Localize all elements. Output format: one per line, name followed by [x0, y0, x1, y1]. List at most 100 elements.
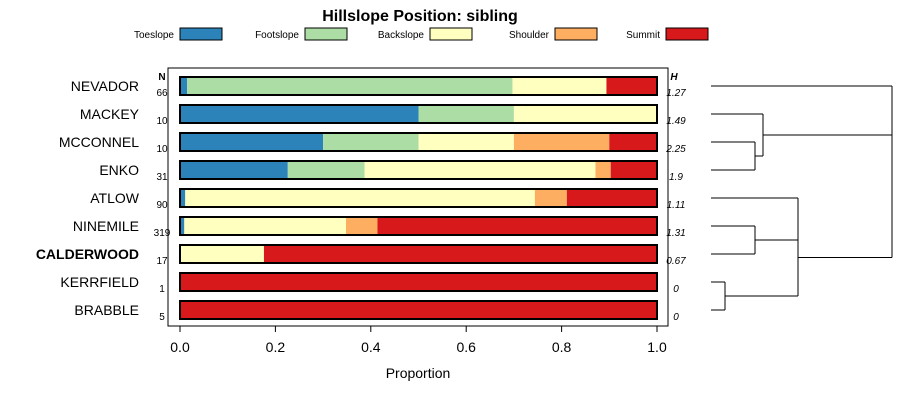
bar-outline — [179, 76, 658, 96]
row-label: BRABBLE — [74, 302, 139, 318]
bar-segment-summit — [180, 301, 657, 319]
bar-segment-summit — [180, 273, 657, 291]
legend-swatch-footslope — [304, 27, 348, 41]
x-tick-label: 0.2 — [266, 339, 286, 355]
h-value: 0 — [673, 312, 679, 323]
legend-swatch-backslope — [429, 27, 473, 41]
bar-segment-backslope — [185, 189, 535, 207]
bar-segment-footslope — [418, 105, 514, 123]
bar-outline — [179, 216, 658, 236]
row-label: NEVADOR — [71, 78, 139, 94]
dendrogram — [711, 85, 893, 311]
n-value: 319 — [154, 228, 171, 239]
bar-segment-backslope — [364, 161, 596, 179]
bar-segment-toeslope — [180, 105, 419, 123]
row-nevador: NEVADOR 66 1.27 — [71, 76, 686, 99]
row-label: NINEMILE — [73, 218, 139, 234]
bar-segment-toeslope — [180, 77, 188, 95]
legend-swatch-summit — [665, 27, 709, 41]
bar-segment-shoulder — [345, 217, 378, 235]
bar-segment-shoulder — [595, 161, 611, 179]
h-value: 1.49 — [666, 116, 686, 127]
n-value: 90 — [156, 200, 168, 211]
h-value: 1.11 — [667, 200, 686, 211]
bar-outline — [179, 160, 658, 180]
n-value: 5 — [159, 312, 165, 323]
bar-segment-toeslope — [180, 189, 186, 207]
bar-outline — [179, 104, 658, 124]
legend-label-summit: Summit — [626, 30, 660, 41]
row-brabble: BRABBLE 5 0 — [74, 300, 679, 323]
x-tick-label: 0.4 — [361, 339, 381, 355]
bar-segment-backslope — [513, 105, 657, 123]
row-kerrfield: KERRFIELD 1 0 — [60, 272, 679, 295]
x-tick-label: 0.6 — [456, 339, 476, 355]
n-value: 10 — [156, 116, 168, 127]
legend-swatch-shoulder — [554, 27, 598, 41]
bar-segment-summit — [566, 189, 657, 207]
x-axis: 0.0 0.2 0.4 0.6 0.8 1.0 — [170, 326, 667, 355]
bar-segment-toeslope — [180, 217, 185, 235]
n-value: 10 — [156, 144, 168, 155]
bar-segment-footslope — [323, 133, 419, 151]
bar-segment-shoulder — [513, 133, 610, 151]
n-value: 17 — [156, 256, 168, 267]
bar-segment-summit — [606, 77, 657, 95]
legend-label-backslope: Backslope — [378, 30, 425, 41]
row-label: MACKEY — [80, 106, 140, 122]
h-value: 1.31 — [666, 228, 685, 239]
n-value: 31 — [156, 172, 168, 183]
legend-label-toeslope: Toeslope — [134, 30, 174, 41]
bar-segment-backslope — [180, 245, 264, 263]
n-value: 66 — [156, 88, 168, 99]
row-label: CALDERWOOD — [36, 246, 139, 262]
bar-segment-summit — [377, 217, 657, 235]
x-tick-label: 0.0 — [170, 339, 190, 355]
bar-segment-backslope — [418, 133, 514, 151]
row-label: MCCONNEL — [59, 134, 139, 150]
bar-outline — [179, 272, 658, 292]
row-label: ENKO — [99, 162, 139, 178]
h-value: 0 — [673, 284, 679, 295]
bar-segment-toeslope — [180, 161, 288, 179]
n-value: 1 — [159, 284, 165, 295]
legend-label-shoulder: Shoulder — [509, 30, 550, 41]
h-value: 2.25 — [665, 144, 686, 155]
x-tick-label: 1.0 — [647, 339, 667, 355]
bar-segment-backslope — [512, 77, 607, 95]
bar-segment-summit — [263, 245, 657, 263]
chart-title: Hillslope Position: sibling — [322, 8, 518, 25]
row-label: ATLOW — [90, 190, 140, 206]
bar-outline — [179, 188, 658, 208]
h-column-header: H — [670, 72, 678, 83]
h-value: 0.67 — [666, 256, 686, 267]
row-enko: ENKO 31 1.9 — [99, 160, 683, 183]
bar-segment-footslope — [187, 77, 513, 95]
row-mcconnel: MCCONNEL 10 2.25 — [59, 132, 686, 155]
legend: Toeslope Footslope Backslope Shoulder Summit — [134, 27, 709, 41]
bar-segment-footslope — [287, 161, 365, 179]
row-label: KERRFIELD — [60, 274, 139, 290]
bar-segment-summit — [610, 161, 657, 179]
row-ninemile: NINEMILE 319 1.31 — [73, 216, 686, 239]
bar-segment-shoulder — [534, 189, 567, 207]
x-tick-label: 0.8 — [552, 339, 572, 355]
bar-outline — [179, 244, 658, 264]
row-calderwood: CALDERWOOD 17 0.67 — [36, 244, 686, 267]
bar-outline — [179, 132, 658, 152]
bar-segment-summit — [609, 133, 657, 151]
h-value: 1.27 — [666, 88, 686, 99]
row-mackey: MACKEY 10 1.49 — [80, 104, 686, 127]
n-column-header: N — [158, 72, 165, 83]
x-axis-label: Proportion — [386, 365, 451, 381]
bar-outline — [179, 300, 658, 320]
legend-swatch-toeslope — [179, 27, 223, 41]
row-atlow: ATLOW 90 1.11 — [90, 188, 686, 211]
plot-panel — [167, 67, 669, 327]
h-value: 1.9 — [669, 172, 683, 183]
legend-label-footslope: Footslope — [255, 30, 299, 41]
bar-segment-backslope — [184, 217, 346, 235]
bar-segment-toeslope — [180, 133, 324, 151]
